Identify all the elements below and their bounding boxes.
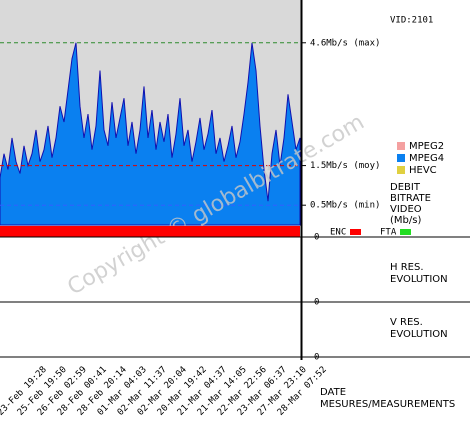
x-title: MESURES/MEASUREMENTS xyxy=(320,399,455,410)
reference-label: 0.5Mb/s (min) xyxy=(310,201,380,211)
x-title: DATE xyxy=(320,387,346,398)
axis-title: BITRATE xyxy=(390,193,431,204)
reference-label: 4.6Mb/s (max) xyxy=(310,38,380,48)
panel-title: V RES. xyxy=(390,317,423,328)
legend-label: MPEG2 xyxy=(409,141,444,152)
flag-label: ENC xyxy=(330,228,346,238)
panel-title: EVOLUTION xyxy=(390,329,448,340)
legend-swatch xyxy=(397,154,405,162)
panel-title: EVOLUTION xyxy=(390,274,448,285)
reference-label: 1.5Mb/s (moy) xyxy=(310,161,380,171)
bitrate-area xyxy=(0,42,301,226)
flag-swatch xyxy=(400,229,411,235)
zero-label: 0 xyxy=(314,298,319,308)
zero-label: 0 xyxy=(314,233,319,243)
legend-label: HEVC xyxy=(409,165,437,176)
legend-swatch xyxy=(397,142,405,150)
legend-label: MPEG4 xyxy=(409,153,444,164)
panel-title: H RES. xyxy=(390,262,424,273)
flag-bar xyxy=(0,226,300,237)
flag-swatch xyxy=(350,229,361,235)
axis-title: DEBIT xyxy=(390,182,421,193)
legend-swatch xyxy=(397,166,405,174)
axis-title: VIDEO xyxy=(390,204,422,215)
zero-label: 0 xyxy=(314,353,319,363)
axis-title: (Mb/s) xyxy=(390,215,421,226)
vid-label: VID:2101 xyxy=(390,16,433,26)
flag-label: FTA xyxy=(380,228,397,238)
